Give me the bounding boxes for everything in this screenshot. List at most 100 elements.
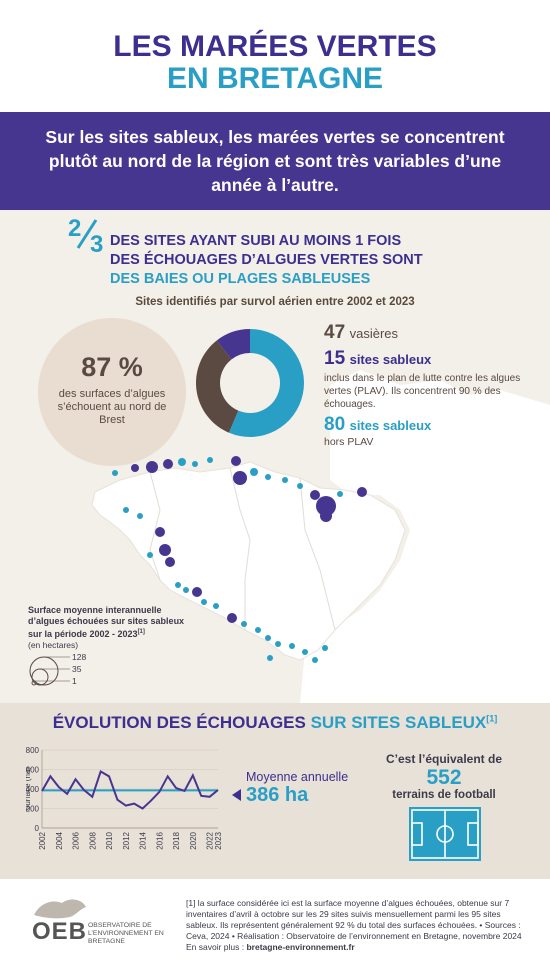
legend-bubbles <box>29 656 70 686</box>
map-section: Surface moyenne interannuelle d’algues é… <box>0 210 550 703</box>
legend-unit: (en hectares) <box>28 640 79 650</box>
site-bubbles <box>112 456 367 663</box>
legend: Surface moyenne interannuelle d’algues é… <box>28 605 198 686</box>
site-bubble <box>265 474 271 480</box>
stat-hors-label: sites sableux <box>349 418 432 433</box>
equivalent-unit: terrains de football <box>392 789 496 801</box>
site-bubble <box>357 487 367 497</box>
north-share-text: des surfaces d’algues s’échouent au nord… <box>57 388 167 426</box>
site-bubble <box>207 457 213 463</box>
site-bubble <box>227 613 237 623</box>
header: LES MARÉES VERTES EN BRETAGNE <box>0 0 550 112</box>
y-tick-label: 400 <box>26 785 40 794</box>
x-tick-label: 2018 <box>172 831 181 849</box>
site-bubble <box>316 496 336 516</box>
evolution-title-a: ÉVOLUTION DES ÉCHOUAGES <box>52 713 311 732</box>
site-bubble <box>275 641 281 647</box>
site-bubble <box>337 491 343 497</box>
site-bubble <box>282 477 288 483</box>
evolution-title-b: SUR SITES SABLEUX <box>310 713 487 732</box>
x-tick-label: 2010 <box>105 831 114 849</box>
footnote: [1] la surface considérée ici est la sur… <box>186 898 526 953</box>
site-bubble <box>192 587 202 597</box>
north-share-badge: 87 % des surfaces d’algues s’échouent au… <box>38 318 186 466</box>
equivalent-value: 552 <box>426 766 462 789</box>
site-bubble <box>297 483 303 489</box>
site-bubble <box>267 655 273 661</box>
site-bubble <box>250 468 258 476</box>
x-tick-label: 2020 <box>189 831 198 849</box>
site-bubble <box>241 621 247 627</box>
stat-vasieres-count: 47 <box>324 322 346 343</box>
footnote-text: [1] la surface considérée ici est la sur… <box>186 898 522 941</box>
stat-vasieres: 47 vasières <box>324 322 398 344</box>
intro-text: Sur les sites sableux, les marées vertes… <box>45 127 505 195</box>
x-tick-label: 2023 <box>214 831 223 849</box>
donut-slice-2 <box>229 329 304 437</box>
map-subtitle: Sites identifiés par survol aérien entre… <box>135 296 415 308</box>
site-bubble <box>310 490 320 500</box>
site-bubble <box>146 461 158 473</box>
fraction-numerator: 2 <box>68 215 81 242</box>
x-tick-label: 2002 <box>38 831 47 849</box>
x-tick-label: 2008 <box>88 831 97 849</box>
headline-line1: DES SITES AYANT SUBI AU MOINS 1 FOIS <box>110 233 402 249</box>
football-field-icon <box>409 807 481 861</box>
x-tick-label: 2004 <box>55 831 64 849</box>
average-arrow-icon <box>232 789 241 801</box>
stat-sableux-desc: inclus dans le plan de lutte contre les … <box>324 373 521 410</box>
stat-sableux-label: sites sableux <box>349 352 432 367</box>
fraction-denominator: 3 <box>90 231 103 256</box>
y-tick-label: 0 <box>35 824 40 833</box>
more-link[interactable]: bretagne-environnement.fr <box>246 942 355 952</box>
x-tick-label: 2014 <box>139 831 148 849</box>
logo-abbreviation: OEB <box>32 918 88 945</box>
x-tick-label: 2016 <box>155 831 164 849</box>
site-bubble <box>175 582 181 588</box>
x-tick-label: 2006 <box>72 831 81 849</box>
site-bubble <box>192 461 198 467</box>
headline-line2: DES ÉCHOUAGES D’ALGUES VERTES SONT <box>110 252 423 268</box>
donut-slice-0 <box>195 340 239 433</box>
site-bubble <box>137 513 143 519</box>
intro-banner: Sur les sites sableux, les marées vertes… <box>0 112 550 210</box>
brittany-map <box>91 329 550 703</box>
evolution-line-chart: Surface (ha) 0 200 400 600 800 2002 2004 2006 200… <box>26 746 223 850</box>
stat-sableux-count: 15 <box>324 348 346 369</box>
average-value: 386 ha <box>246 784 309 806</box>
legend-footnote-ref: [1] <box>137 629 145 635</box>
equivalent-label: C’est l’équivalent de <box>385 752 503 766</box>
site-bubble <box>231 456 241 466</box>
y-axis-label: Surface (ha) <box>26 767 32 811</box>
site-bubble <box>165 557 175 567</box>
two-thirds-fraction: 2 3 <box>68 215 103 256</box>
y-tick-label: 800 <box>26 746 40 755</box>
site-bubble <box>155 527 165 537</box>
site-bubble <box>255 627 261 633</box>
site-bubble <box>312 657 318 663</box>
series-line <box>41 769 219 810</box>
stat-sableux-plav: 15 sites sableux inclus dans le plan de … <box>324 348 539 411</box>
headline: DES SITES AYANT SUBI AU MOINS 1 FOIS DES… <box>110 232 490 289</box>
legend-value-medium: 35 <box>72 664 82 674</box>
site-bubble <box>147 552 153 558</box>
y-tick-label: 600 <box>26 766 40 775</box>
headline-line3: DES BAIES OU PLAGES SABLEUSES <box>110 271 371 287</box>
site-bubble <box>159 544 171 556</box>
stat-hors-count: 80 <box>324 414 346 435</box>
site-bubble <box>131 464 139 472</box>
x-tick-label: 2022 <box>206 831 215 849</box>
stat-sableux-hors: 80 sites sableux hors PLAV <box>324 414 431 448</box>
north-share-value: 87 % <box>81 352 143 382</box>
site-bubble <box>178 458 186 466</box>
site-bubble <box>265 635 271 641</box>
evolution-title: ÉVOLUTION DES ÉCHOUAGES SUR SITES SABLEU… <box>0 713 550 733</box>
stat-hors-desc: hors PLAV <box>324 436 374 448</box>
page-title-line2: EN BRETAGNE <box>166 62 384 95</box>
site-bubble <box>183 587 189 593</box>
donut-slice-1 <box>216 329 250 360</box>
legend-title: Surface moyenne interannuelle d’algues é… <box>28 605 185 639</box>
evolution-title-sup: [1] <box>486 713 498 724</box>
footer <box>0 879 550 973</box>
site-bubble <box>201 599 207 605</box>
